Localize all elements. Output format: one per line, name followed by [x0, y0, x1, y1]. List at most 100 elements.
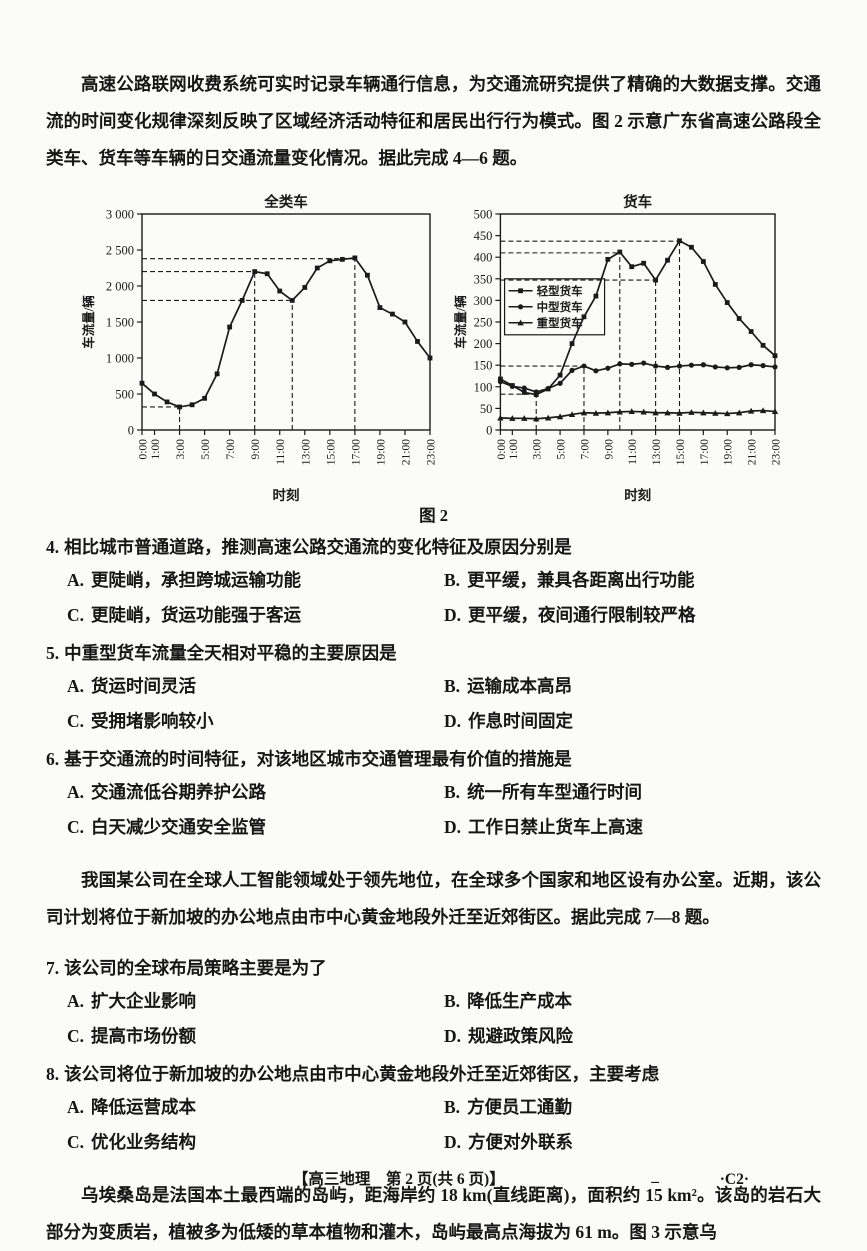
- svg-text:500: 500: [115, 388, 134, 402]
- option-text: 更陡峭，承担跨城运输功能: [91, 570, 302, 590]
- option-text: 运输成本高昂: [467, 676, 573, 696]
- question-5-stem: 5. 中重型货车流量全天相对平稳的主要原因是: [46, 638, 821, 669]
- figure-caption: 图 2: [419, 506, 448, 525]
- page-footer: 【高三地理 第 2 页(共 6 页)】 _ ·C2·: [0, 1167, 867, 1189]
- svg-text:21:00: 21:00: [747, 439, 759, 465]
- option-label: A.: [67, 570, 85, 590]
- question-6: 6. 基于交通流的时间特征，对该地区城市交通管理最有价值的措施是 A. 交通流低谷期…: [46, 744, 821, 844]
- question-8-stem: 8. 该公司将位于新加坡的办公地点由市中心黄金地段外迁至近郊街区，主要考虑: [46, 1059, 821, 1090]
- question-7-options: A. 扩大企业影响 B. 降低生产成本 C. 提高市场份额 D. 规避政策风险: [46, 984, 821, 1053]
- svg-text:13:00: 13:00: [300, 439, 312, 465]
- question-4: 4. 相比城市普通道路，推测高速公路交通流的变化特征及原因分别是 A. 更陡峭，承担…: [46, 532, 821, 632]
- option-text: 作息时间固定: [468, 710, 574, 731]
- option-text: 提高市场份额: [91, 1025, 197, 1046]
- svg-text:1 500: 1 500: [106, 316, 134, 330]
- footer-mark: _: [651, 1168, 659, 1185]
- option-text: 白天减少交通安全监管: [91, 816, 267, 837]
- svg-text:9:00: 9:00: [250, 439, 262, 460]
- footer-page-label: 【高三地理 第 2 页(共 6 页)】: [292, 1171, 505, 1188]
- svg-text:2 500: 2 500: [106, 244, 134, 258]
- svg-text:21:00: 21:00: [400, 439, 412, 465]
- option-a: A. 货运时间灵活: [67, 669, 444, 704]
- chart-all-vehicles: 全类车 0 500 1 000 1 500 2 000 2 500 3 000 0:00 1:00…: [80, 194, 442, 504]
- option-text: 优化业务结构: [91, 1131, 197, 1152]
- svg-text:250: 250: [474, 316, 493, 330]
- intro-paragraph-company: 我国某公司在全球人工智能领域处于领先地位，在全球多个国家和地区设有办公室。近期，…: [46, 869, 821, 927]
- option-label: B.: [444, 1097, 461, 1117]
- question-number: 8.: [46, 1064, 60, 1084]
- option-label: C.: [67, 710, 85, 731]
- svg-text:轻型货车: 轻型货车: [537, 284, 583, 298]
- question-7-stem: 7. 该公司的全球布局策略主要是为了: [46, 953, 821, 984]
- option-text: 规避政策风险: [468, 1025, 574, 1046]
- option-c: C. 提高市场份额: [67, 1019, 444, 1054]
- question-4-stem: 4. 相比城市普通道路，推测高速公路交通流的变化特征及原因分别是: [46, 532, 821, 563]
- trucks-line-chart: 货车 0 50 100 150 200 250 300 350 400 450 500 0:00 1:00…: [453, 194, 783, 503]
- question-stem-text: 中重型货车流量全天相对平稳的主要原因是: [64, 643, 397, 663]
- option-text: 交通流低谷期养护公路: [91, 782, 267, 802]
- option-label: B.: [444, 676, 461, 696]
- svg-text:0: 0: [486, 424, 492, 438]
- svg-text:货车: 货车: [623, 194, 652, 211]
- svg-text:3:00: 3:00: [175, 439, 187, 460]
- option-b: B. 方便员工通勤: [444, 1090, 821, 1125]
- option-a: A. 降低运营成本: [67, 1090, 444, 1125]
- option-b: B. 降低生产成本: [444, 984, 821, 1019]
- svg-text:50: 50: [480, 402, 493, 416]
- option-c: C. 受拥堵影响较小: [67, 704, 444, 739]
- question-stem-text: 该公司的全球布局策略主要是为了: [64, 958, 327, 978]
- figure-2: 全类车 0 500 1 000 1 500 2 000 2 500 3 000 0:00 1:00…: [46, 194, 821, 504]
- option-text: 降低生产成本: [467, 991, 573, 1011]
- question-number: 4.: [46, 537, 60, 557]
- option-text: 受拥堵影响较小: [91, 710, 214, 731]
- svg-text:时刻: 时刻: [624, 487, 651, 503]
- svg-text:400: 400: [474, 251, 493, 265]
- question-number: 6.: [46, 749, 60, 769]
- svg-text:3 000: 3 000: [106, 208, 134, 222]
- option-c: C. 优化业务结构: [67, 1125, 444, 1160]
- option-text: 方便对外联系: [468, 1131, 574, 1152]
- svg-text:23:00: 23:00: [426, 439, 438, 465]
- option-d: D. 工作日禁止货车上高速: [444, 810, 821, 845]
- svg-text:0:00: 0:00: [496, 439, 508, 460]
- option-b: B. 统一所有车型通行时间: [444, 775, 821, 810]
- svg-text:全类车: 全类车: [263, 194, 308, 211]
- svg-text:车流量/辆: 车流量/辆: [81, 295, 96, 349]
- option-label: B.: [444, 570, 461, 590]
- option-label: A.: [67, 991, 85, 1011]
- svg-text:350: 350: [474, 272, 493, 286]
- option-label: C.: [67, 604, 85, 625]
- svg-text:150: 150: [474, 359, 493, 373]
- option-d: D. 作息时间固定: [444, 704, 821, 739]
- option-label: D.: [444, 710, 462, 731]
- svg-text:0:00: 0:00: [138, 439, 150, 460]
- svg-text:7:00: 7:00: [579, 439, 591, 460]
- svg-text:19:00: 19:00: [723, 439, 735, 465]
- svg-text:7:00: 7:00: [225, 439, 237, 460]
- option-label: A.: [67, 1097, 85, 1117]
- svg-text:0: 0: [128, 424, 134, 438]
- svg-text:100: 100: [474, 380, 493, 394]
- question-5: 5. 中重型货车流量全天相对平稳的主要原因是 A. 货运时间灵活 B. 运输成本高昂 …: [46, 638, 821, 738]
- option-c: C. 白天减少交通安全监管: [67, 810, 444, 845]
- option-text: 统一所有车型通行时间: [467, 782, 643, 802]
- option-label: A.: [67, 676, 85, 696]
- svg-text:1:00: 1:00: [150, 439, 162, 460]
- svg-text:1 000: 1 000: [106, 352, 134, 366]
- svg-text:13:00: 13:00: [651, 439, 663, 465]
- option-text: 更平缓，夜间通行限制较严格: [468, 604, 696, 625]
- option-label: C.: [67, 1131, 85, 1152]
- option-d: D. 更平缓，夜间通行限制较严格: [444, 598, 821, 633]
- option-text: 扩大企业影响: [91, 991, 197, 1011]
- option-label: B.: [444, 782, 461, 802]
- question-7: 7. 该公司的全球布局策略主要是为了 A. 扩大企业影响 B. 降低生产成本 C. 提高…: [46, 953, 821, 1053]
- svg-text:15:00: 15:00: [675, 439, 687, 465]
- svg-text:重型货车: 重型货车: [537, 316, 583, 330]
- svg-text:11:00: 11:00: [275, 439, 287, 465]
- svg-text:200: 200: [474, 337, 493, 351]
- option-a: A. 交通流低谷期养护公路: [67, 775, 444, 810]
- question-4-options: A. 更陡峭，承担跨城运输功能 B. 更平缓，兼具各距离出行功能 C. 更陡峭，货运功…: [46, 563, 821, 632]
- svg-text:1:00: 1:00: [508, 439, 520, 460]
- chart-trucks: 货车 0 50 100 150 200 250 300 350 400 450 500 0:00 1:00…: [452, 194, 787, 504]
